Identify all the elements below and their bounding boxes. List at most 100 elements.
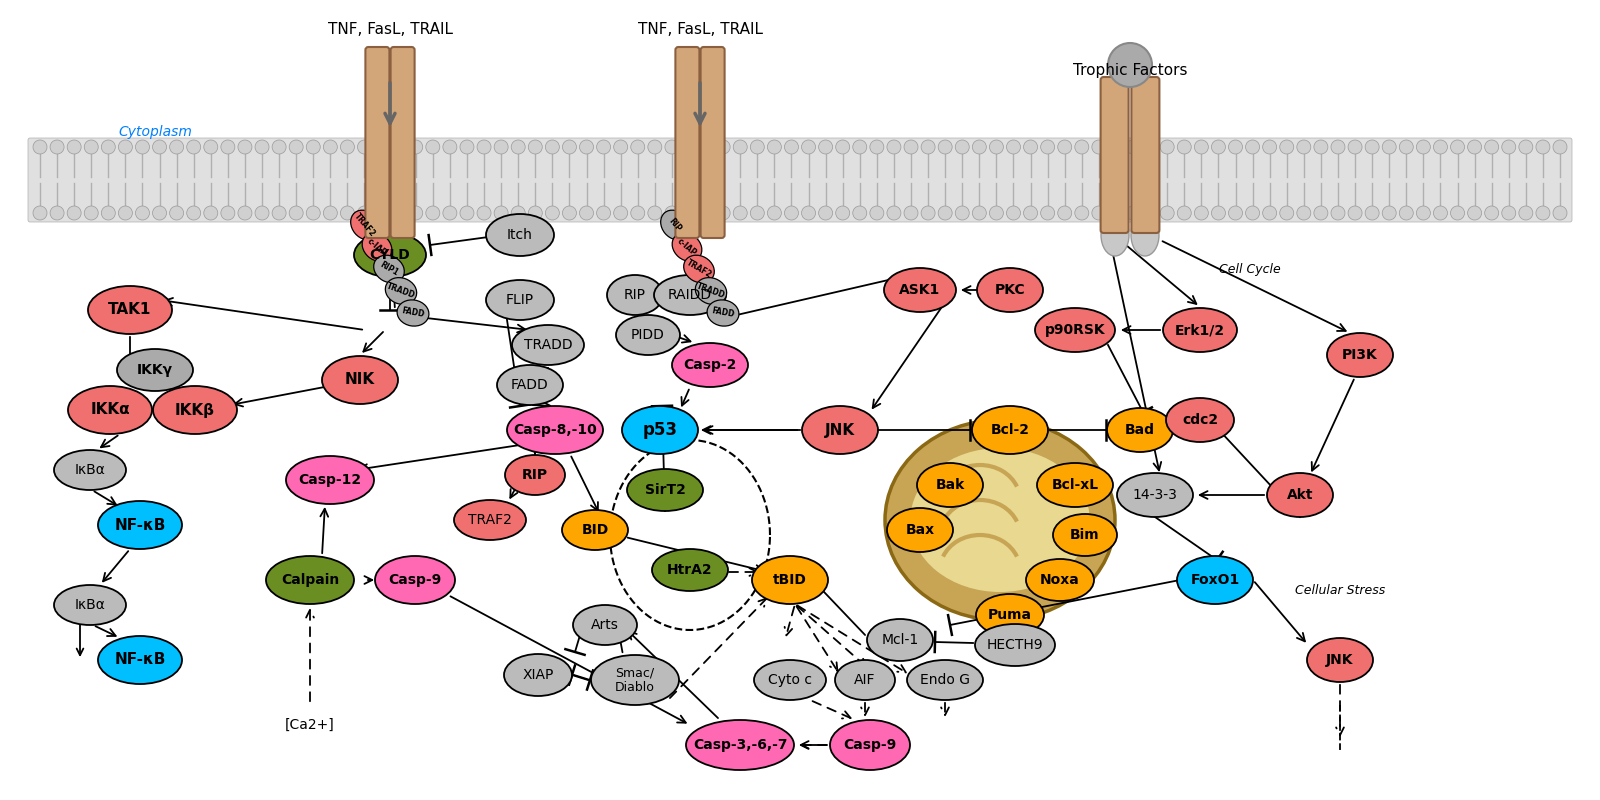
Circle shape [254, 206, 269, 220]
Text: c-IAP: c-IAP [365, 237, 389, 258]
Circle shape [1109, 206, 1123, 220]
Circle shape [238, 206, 251, 220]
Ellipse shape [504, 654, 573, 696]
Circle shape [1518, 140, 1533, 154]
Ellipse shape [374, 556, 454, 604]
Circle shape [85, 140, 98, 154]
Circle shape [1467, 206, 1482, 220]
Circle shape [938, 140, 952, 154]
Circle shape [904, 140, 918, 154]
Circle shape [290, 206, 302, 220]
Circle shape [955, 206, 970, 220]
Circle shape [187, 140, 200, 154]
Circle shape [1467, 140, 1482, 154]
Ellipse shape [88, 286, 173, 334]
Ellipse shape [1037, 463, 1114, 507]
Circle shape [819, 140, 832, 154]
Ellipse shape [1035, 308, 1115, 352]
Text: HtrA2: HtrA2 [667, 563, 714, 577]
Circle shape [1416, 140, 1430, 154]
Circle shape [1126, 206, 1141, 220]
Circle shape [835, 206, 850, 220]
Text: Cytoplasm: Cytoplasm [118, 125, 192, 139]
Circle shape [1382, 140, 1397, 154]
Ellipse shape [54, 585, 126, 625]
Circle shape [666, 140, 678, 154]
Ellipse shape [67, 386, 152, 434]
Text: Noxa: Noxa [1040, 573, 1080, 587]
Circle shape [835, 140, 850, 154]
Ellipse shape [117, 349, 194, 391]
Text: Puma: Puma [989, 608, 1032, 622]
Circle shape [1485, 140, 1499, 154]
Circle shape [1451, 140, 1464, 154]
Ellipse shape [486, 280, 554, 320]
Ellipse shape [498, 365, 563, 405]
FancyBboxPatch shape [1131, 77, 1160, 233]
Circle shape [512, 140, 525, 154]
Circle shape [170, 206, 184, 220]
Ellipse shape [654, 275, 726, 315]
FancyBboxPatch shape [29, 138, 1571, 222]
Ellipse shape [590, 655, 678, 705]
Circle shape [254, 140, 269, 154]
Circle shape [1109, 140, 1123, 154]
Circle shape [1314, 206, 1328, 220]
Circle shape [1075, 140, 1088, 154]
Text: CYLD: CYLD [370, 248, 410, 262]
Text: SirT2: SirT2 [645, 483, 685, 497]
Ellipse shape [978, 268, 1043, 312]
Circle shape [170, 140, 184, 154]
Circle shape [1024, 140, 1037, 154]
Circle shape [1416, 206, 1430, 220]
Ellipse shape [354, 233, 426, 277]
Circle shape [408, 140, 422, 154]
Circle shape [1142, 140, 1157, 154]
Circle shape [733, 206, 747, 220]
Circle shape [1298, 140, 1310, 154]
Text: Mcl-1: Mcl-1 [882, 633, 918, 647]
Circle shape [1536, 206, 1550, 220]
Ellipse shape [973, 406, 1048, 454]
Text: RAIDD: RAIDD [667, 288, 712, 302]
Text: Casp-2: Casp-2 [683, 358, 736, 372]
Text: Trophic Factors: Trophic Factors [1072, 62, 1187, 78]
Circle shape [323, 140, 338, 154]
Ellipse shape [686, 720, 794, 770]
Text: FADD: FADD [402, 306, 426, 319]
Text: AIF: AIF [854, 673, 875, 687]
Ellipse shape [830, 720, 910, 770]
Circle shape [1382, 206, 1397, 220]
Circle shape [1400, 206, 1413, 220]
Text: p90RSK: p90RSK [1045, 323, 1106, 337]
Text: NF-κB: NF-κB [114, 518, 166, 533]
Circle shape [1349, 140, 1362, 154]
Ellipse shape [974, 624, 1054, 666]
Circle shape [1365, 140, 1379, 154]
Circle shape [1314, 140, 1328, 154]
Text: IκBα: IκBα [75, 598, 106, 612]
Circle shape [989, 140, 1003, 154]
Circle shape [118, 140, 133, 154]
Text: Bax: Bax [906, 523, 934, 537]
Circle shape [1400, 140, 1413, 154]
Text: [Ca2+]: [Ca2+] [285, 718, 334, 732]
Circle shape [1178, 140, 1192, 154]
Text: Arts: Arts [590, 618, 619, 632]
Text: 14-3-3: 14-3-3 [1133, 488, 1178, 502]
Ellipse shape [802, 406, 878, 454]
Circle shape [528, 140, 542, 154]
Circle shape [306, 206, 320, 220]
Text: ASK1: ASK1 [899, 283, 941, 297]
Circle shape [1058, 140, 1072, 154]
Text: Bcl-2: Bcl-2 [990, 423, 1029, 437]
Circle shape [290, 140, 302, 154]
Circle shape [341, 140, 355, 154]
Text: Cellular Stress: Cellular Stress [1294, 583, 1386, 597]
Text: IKKβ: IKKβ [174, 402, 214, 418]
Text: BID: BID [581, 523, 608, 537]
Circle shape [802, 140, 816, 154]
Text: Erk1/2: Erk1/2 [1174, 323, 1226, 337]
Circle shape [614, 140, 627, 154]
Text: TAK1: TAK1 [109, 302, 152, 318]
